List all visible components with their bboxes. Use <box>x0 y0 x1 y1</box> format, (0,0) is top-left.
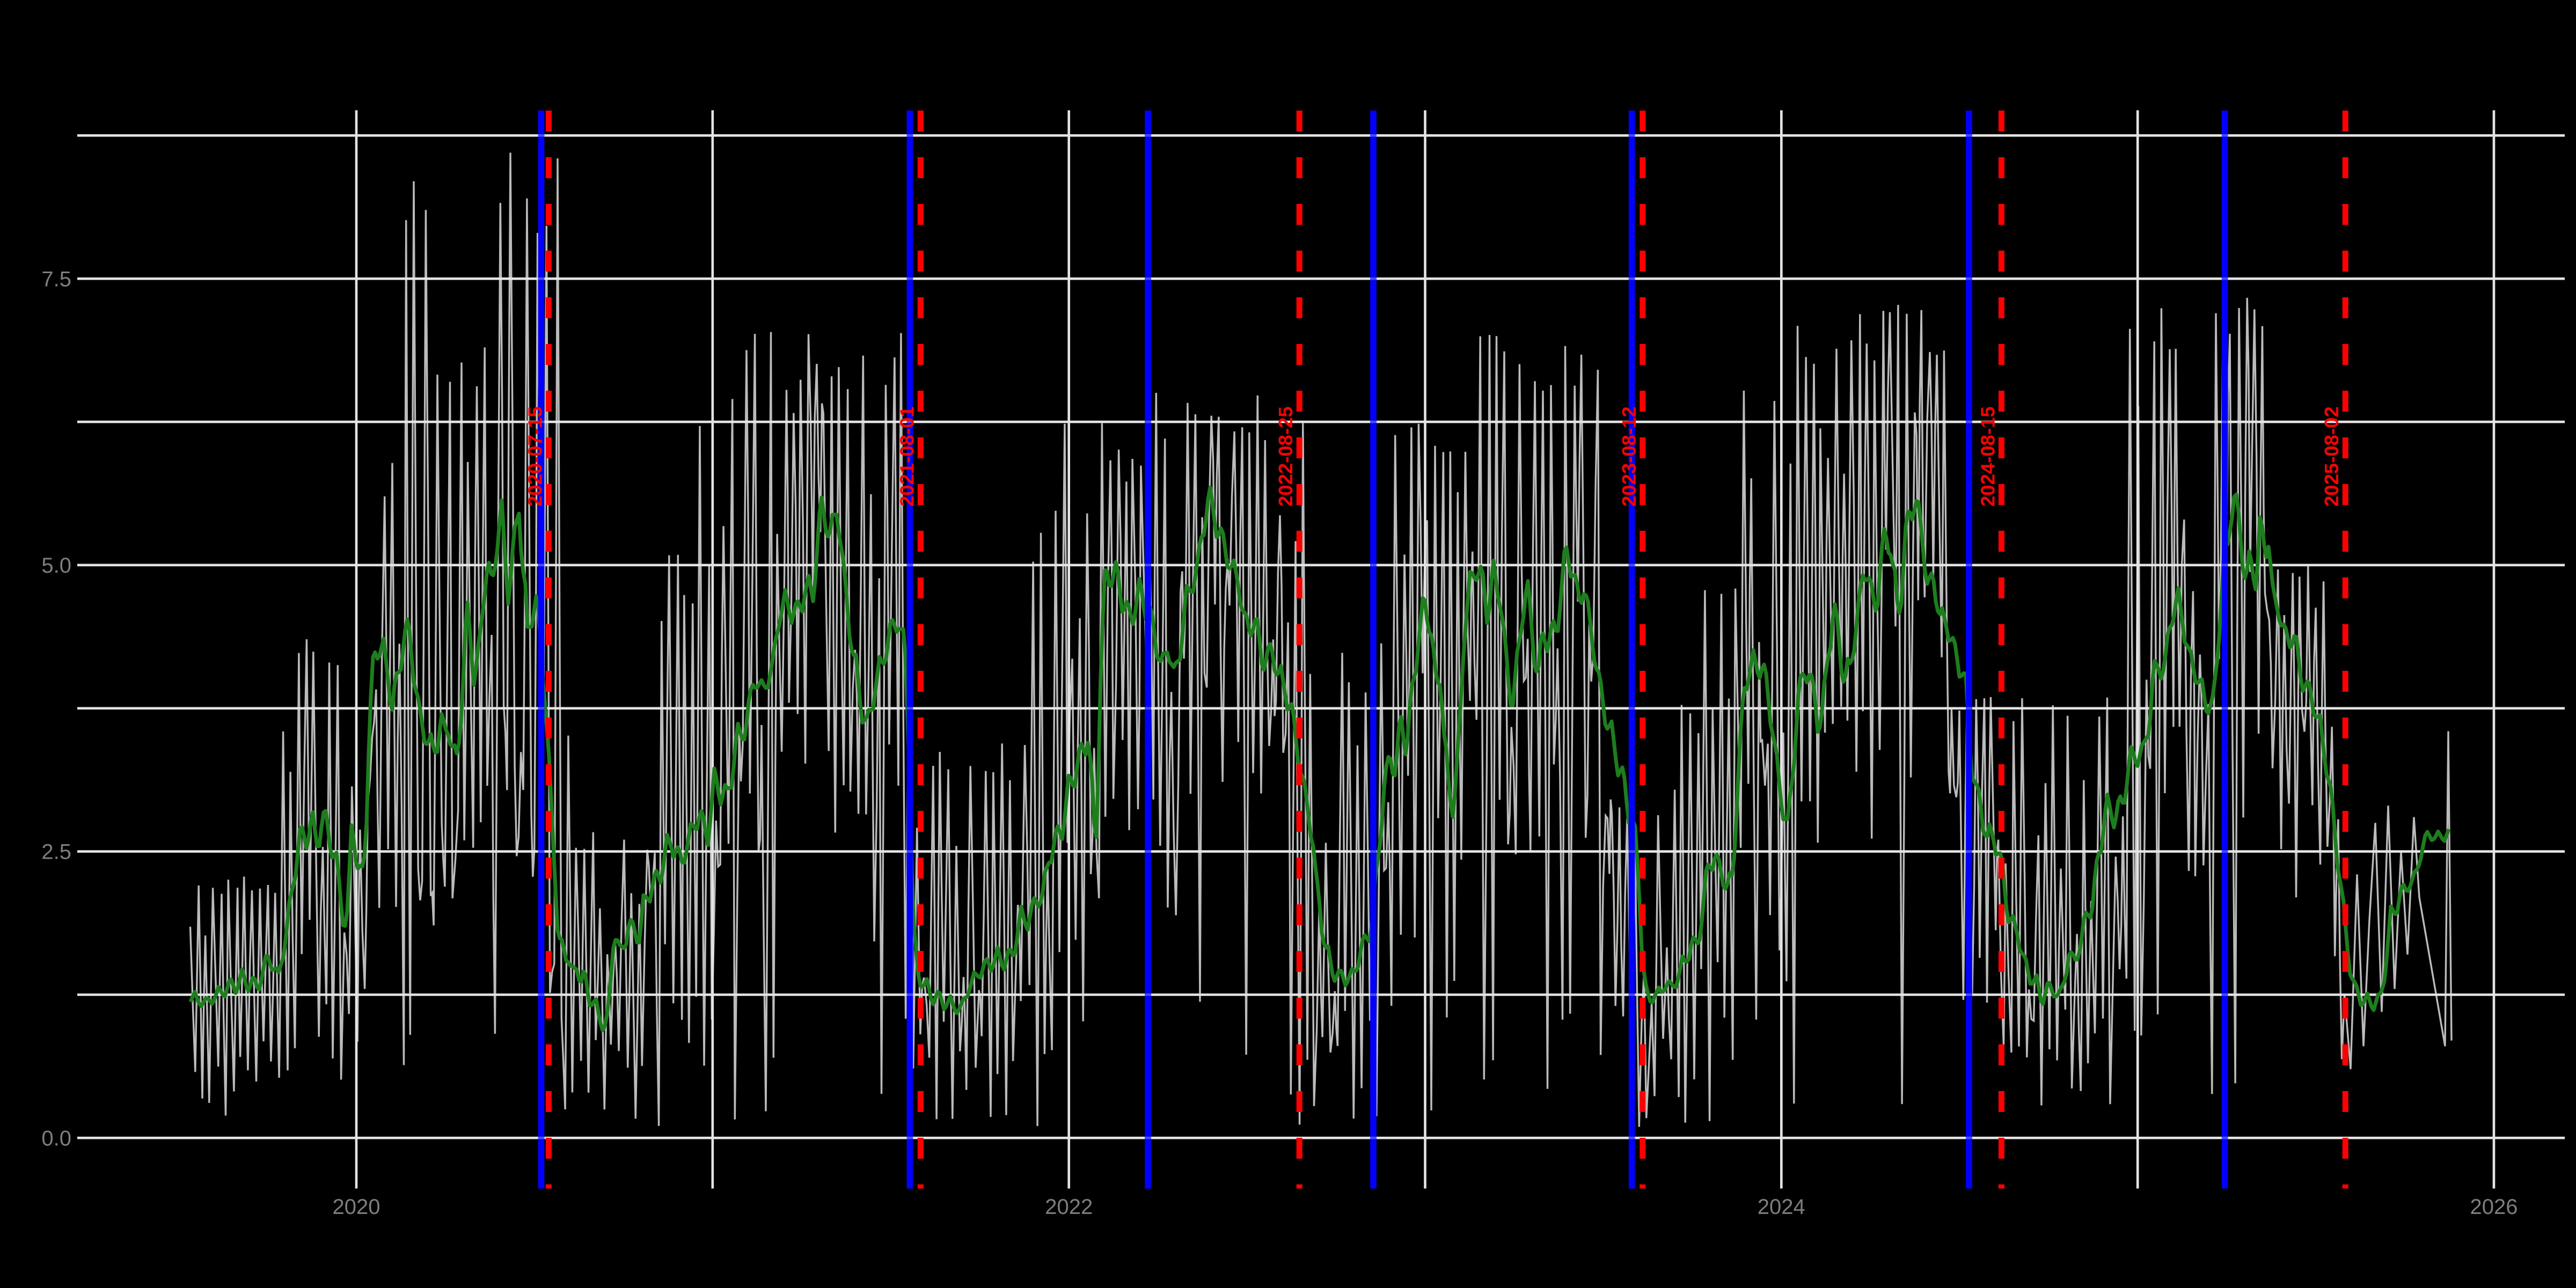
svg-text:2020-07-15: 2020-07-15 <box>524 406 546 507</box>
svg-text:2023-08-12: 2023-08-12 <box>1618 406 1640 507</box>
svg-text:5.0: 5.0 <box>41 554 71 577</box>
svg-text:2022: 2022 <box>1045 1195 1093 1219</box>
svg-text:2024: 2024 <box>1758 1195 1805 1219</box>
svg-text:2.5: 2.5 <box>41 840 71 864</box>
svg-text:2025-08-02: 2025-08-02 <box>2321 406 2343 507</box>
svg-text:2026: 2026 <box>2470 1195 2518 1219</box>
svg-text:2020: 2020 <box>333 1195 380 1219</box>
svg-text:0.0: 0.0 <box>41 1126 71 1150</box>
svg-text:2022-08-25: 2022-08-25 <box>1275 406 1297 507</box>
svg-text:2024-08-15: 2024-08-15 <box>1977 406 1999 507</box>
svg-text:2021-08-01: 2021-08-01 <box>896 406 918 507</box>
svg-text:7.5: 7.5 <box>41 267 71 291</box>
